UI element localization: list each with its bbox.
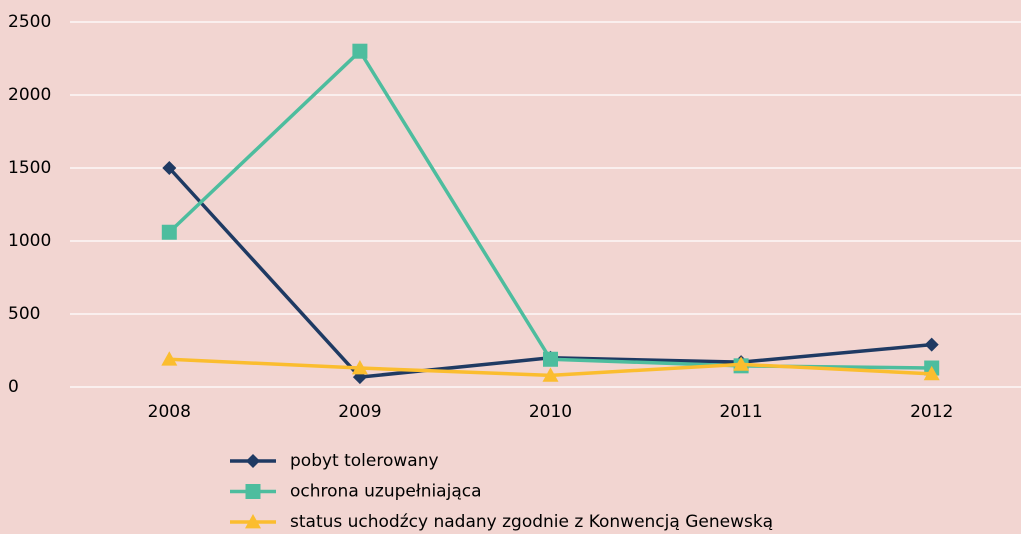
marker <box>161 351 178 366</box>
y-tick-label: 1500 <box>8 158 51 178</box>
marker <box>351 360 368 375</box>
y-tick-label: 500 <box>8 304 40 324</box>
marker <box>543 351 558 367</box>
marker <box>733 356 750 371</box>
marker <box>352 43 368 59</box>
marker <box>923 365 940 381</box>
y-tick-label: 2000 <box>8 85 51 105</box>
x-tick-label: 2012 <box>910 402 953 422</box>
x-tick-label: 2009 <box>338 402 381 422</box>
legend-label: pobyt tolerowany <box>290 451 439 471</box>
y-tick-label: 2500 <box>8 12 51 32</box>
marker <box>246 454 260 468</box>
legend-label: status uchodźcy nadany zgodnie z Konwenc… <box>290 512 773 532</box>
y-tick-label: 0 <box>8 377 19 397</box>
marker <box>245 514 261 529</box>
marker <box>542 367 559 382</box>
marker <box>161 224 177 240</box>
x-tick-label: 2010 <box>529 402 572 422</box>
legend-label: ochrona uzupełniająca <box>290 482 482 502</box>
x-tick-label: 2011 <box>719 402 762 422</box>
marker <box>924 337 939 352</box>
marker <box>162 161 177 175</box>
y-tick-label: 1000 <box>8 231 51 251</box>
marker <box>245 484 261 499</box>
x-tick-label: 2008 <box>148 402 191 422</box>
